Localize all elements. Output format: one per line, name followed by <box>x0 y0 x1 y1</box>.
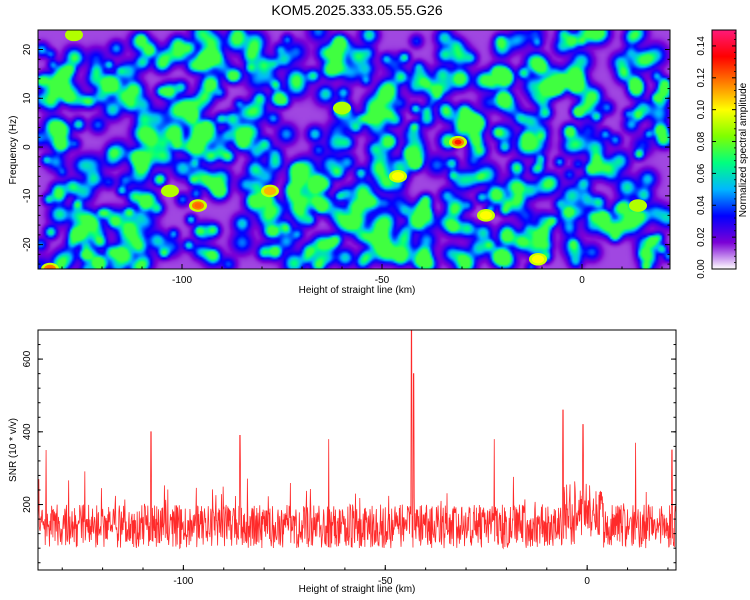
snr-y-ticks: 200 400 600 <box>22 329 676 564</box>
hotspot <box>65 30 83 42</box>
y-tick-label: 400 <box>22 423 33 440</box>
snr-panel: -100 -50 0 200 400 600 Height of straight li… <box>8 329 677 595</box>
hotspot <box>529 252 547 266</box>
spectrogram-x-ticks: -100 -50 0 <box>61 264 663 286</box>
colorbar-tick-label: 0.04 <box>696 195 707 215</box>
hotspot <box>189 199 207 212</box>
x-tick-label: -100 <box>173 576 193 587</box>
colorbar-tick-label: 0.02 <box>696 227 707 247</box>
spectrogram-y-axis-label: Frequency (Hz) <box>8 116 19 185</box>
y-tick-label: 10 <box>22 92 33 104</box>
x-tick-label: -50 <box>378 576 393 587</box>
spectrogram-y-ticks: -20 -10 0 10 20 <box>22 29 670 265</box>
hotspot <box>629 199 647 212</box>
colorbar-ticks: 0.00 0.02 0.04 0.06 0.08 0.10 0.12 0.14 <box>696 32 736 279</box>
y-tick-label: 200 <box>22 496 33 513</box>
snr-frame <box>37 329 677 571</box>
spectrogram-frame <box>37 29 671 270</box>
x-tick-label: -100 <box>172 275 192 286</box>
snr-x-ticks: -100 -50 0 <box>61 565 669 587</box>
colorbar-tick-label: 0.12 <box>696 68 707 88</box>
colorbar-tick-label: 0.10 <box>696 99 707 119</box>
colorbar: 0.00 0.02 0.04 0.06 0.08 0.10 0.12 0.14 Normali… <box>696 29 749 279</box>
x-tick-label: -50 <box>375 275 390 286</box>
colorbar-tick-label: 0.06 <box>696 163 707 183</box>
y-tick-label: -20 <box>22 237 33 252</box>
spectrogram-x-axis-label: Height of straight line (km) <box>299 285 416 296</box>
colorbar-tick-label: 0.14 <box>696 36 707 56</box>
hotspot <box>41 262 59 269</box>
snr-series-line <box>38 330 676 550</box>
x-tick-label: 0 <box>584 576 590 587</box>
colorbar-tick-label: 0.00 <box>696 259 707 279</box>
snr-y-axis-label: SNR (10 * v/v) <box>8 418 19 482</box>
y-tick-label: -10 <box>22 188 33 203</box>
hotspot <box>333 101 351 115</box>
y-tick-label: 600 <box>22 350 33 367</box>
y-tick-label: 20 <box>22 44 33 56</box>
hotspot <box>261 184 279 198</box>
hotspot <box>389 170 407 183</box>
hotspot <box>161 184 179 198</box>
y-tick-label: 0 <box>22 144 33 150</box>
chart-title: KOM5.2025.333.05.55.G26 <box>271 2 442 18</box>
colorbar-tick-label: 0.08 <box>696 131 707 151</box>
spectrogram-hotspots <box>41 30 647 269</box>
x-tick-label: 0 <box>579 275 585 286</box>
hotspot <box>477 209 495 222</box>
snr-x-axis-label: Height of straight line (km) <box>299 584 416 595</box>
spectrogram-image <box>38 30 670 269</box>
colorbar-label: Normalized spectral amplitude <box>738 82 749 217</box>
colorbar-bar <box>711 29 737 270</box>
hotspot <box>449 135 467 149</box>
